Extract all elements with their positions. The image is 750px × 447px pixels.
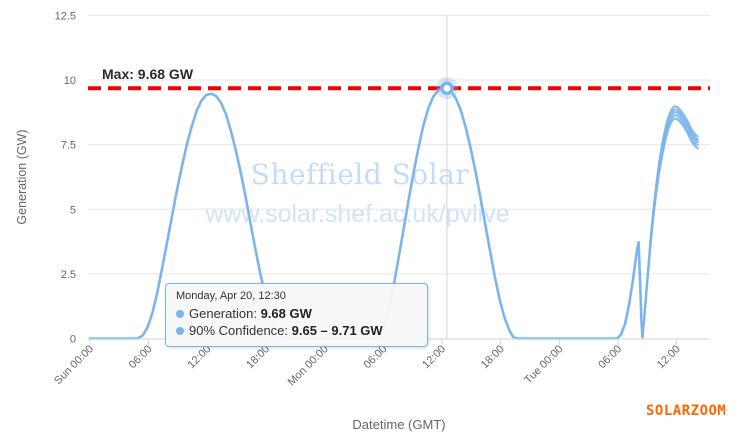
- y-tick-label: 12.5: [55, 10, 76, 22]
- y-tick-label: 7.5: [61, 140, 76, 152]
- watermark-sheffield-solar: Sheffield Solar: [250, 158, 470, 191]
- x-tick-label: 06:00: [596, 343, 624, 371]
- solarzoom-logo: SOLARZOOM: [646, 403, 727, 419]
- tooltip-datetime: Monday, Apr 20, 12:30: [176, 290, 286, 302]
- confidence-fan-line: [641, 105, 699, 339]
- tooltip-generation-value: 9.68 GW: [260, 306, 312, 321]
- x-tick-label: 06:00: [127, 343, 155, 371]
- tooltip-confidence-value: 9.65 – 9.71 GW: [291, 323, 383, 338]
- x-tick-label: 06:00: [362, 343, 390, 371]
- tooltip-confidence-label: 90% Confidence:: [189, 323, 289, 338]
- x-tick-label: Tue 00:00: [522, 343, 565, 386]
- confidence-fan-line: [641, 117, 699, 339]
- tooltip-generation-row: Generation: 9.68 GW: [176, 305, 417, 322]
- x-tick-label: Sun 00:00: [52, 343, 96, 387]
- x-tick-label: 12:00: [655, 343, 683, 371]
- confidence-fan-line: [641, 111, 699, 339]
- x-tick-label: 18:00: [479, 343, 507, 371]
- selected-point-marker[interactable]: [440, 81, 454, 96]
- y-tick-label: 2.5: [61, 269, 76, 281]
- generation-series-line: [88, 87, 644, 340]
- tooltip-confidence-row: 90% Confidence: 9.65 – 9.71 GW: [176, 322, 417, 339]
- chart-tooltip: Monday, Apr 20, 12:30 Generation: 9.68 G…: [165, 283, 428, 347]
- series-bullet-icon: [176, 310, 184, 318]
- confidence-fan-line: [641, 108, 699, 339]
- x-axis-title: Datetime (GMT): [352, 417, 446, 432]
- max-line-label: Max: 9.68 GW: [102, 66, 194, 82]
- x-tick-label: 12:00: [420, 343, 448, 371]
- y-tick-label: 10: [64, 75, 76, 87]
- y-tick-label: 0: [70, 334, 76, 346]
- tooltip-generation-label: Generation:: [189, 306, 257, 321]
- y-axis-title: Generation (GW): [15, 129, 29, 225]
- x-tick-label: Mon 00:00: [286, 343, 331, 388]
- x-tick-label: 18:00: [244, 343, 272, 371]
- y-tick-label: 5: [70, 204, 76, 216]
- series-bullet-icon: [176, 327, 184, 335]
- x-tick-label: 12:00: [185, 343, 213, 371]
- watermark-pvlive-url: www.solar.shef.ac.uk/pvlive: [205, 200, 510, 228]
